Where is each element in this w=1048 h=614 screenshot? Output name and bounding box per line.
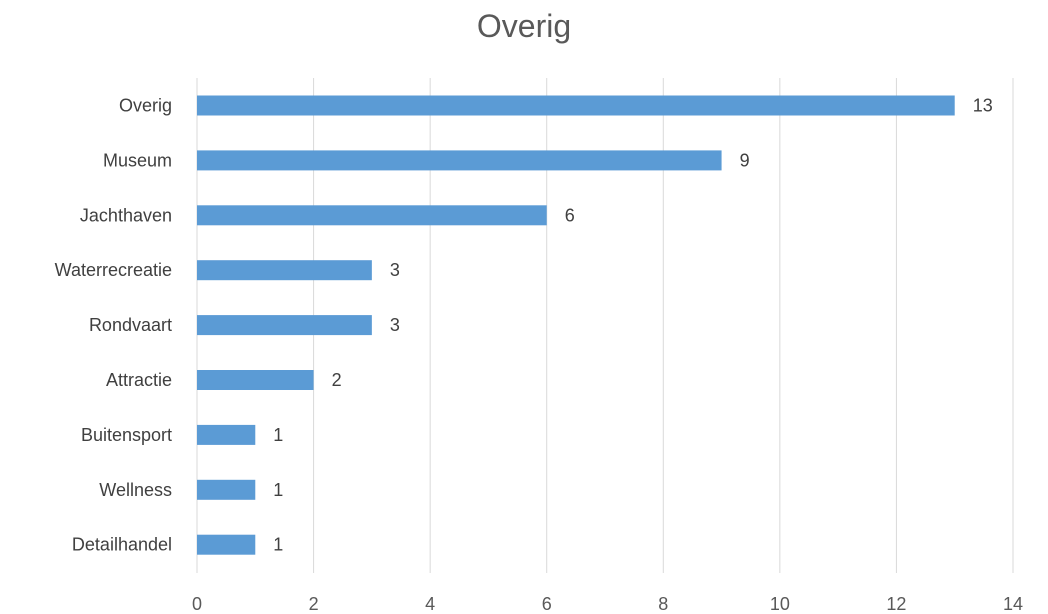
category-label-0: Overig [119, 96, 172, 116]
data-labels: 13 9 6 3 3 2 1 1 1 [273, 96, 992, 555]
x-tick-label-7: 14 [1003, 594, 1023, 614]
value-label-7: 1 [273, 480, 283, 500]
value-label-1: 9 [740, 150, 750, 170]
x-tick-label-3: 6 [542, 594, 552, 614]
x-tick-label-5: 10 [770, 594, 790, 614]
value-label-2: 6 [565, 205, 575, 225]
category-label-2: Jachthaven [80, 205, 172, 225]
x-axis-ticks: 0 2 4 6 8 10 12 14 [192, 594, 1023, 614]
category-label-3: Waterrecreatie [55, 260, 172, 280]
bars [197, 95, 955, 555]
value-label-8: 1 [273, 535, 283, 555]
value-label-4: 3 [390, 315, 400, 335]
category-label-1: Museum [103, 150, 172, 170]
bar-8 [197, 534, 256, 555]
value-label-0: 13 [973, 96, 993, 116]
value-label-6: 1 [273, 425, 283, 445]
bar-0 [197, 95, 955, 116]
value-label-5: 2 [332, 370, 342, 390]
x-tick-label-0: 0 [192, 594, 202, 614]
bar-5 [197, 370, 314, 390]
category-label-5: Attractie [106, 370, 172, 390]
category-label-7: Wellness [99, 480, 172, 500]
category-label-4: Rondvaart [89, 315, 172, 335]
chart-title: Overig [476, 8, 572, 44]
y-axis-labels: Overig Museum Jachthaven Waterrecreatie Rond… [55, 96, 172, 555]
bar-4 [197, 315, 372, 336]
bar-6 [197, 424, 256, 445]
bar-7 [197, 479, 256, 500]
bar-1 [197, 150, 722, 171]
bar-3 [197, 260, 372, 281]
x-tick-label-2: 4 [425, 594, 435, 614]
x-tick-label-6: 12 [886, 594, 906, 614]
x-tick-label-4: 8 [658, 594, 668, 614]
x-tick-label-1: 2 [309, 594, 319, 614]
value-label-3: 3 [390, 260, 400, 280]
category-label-8: Detailhandel [72, 535, 172, 555]
category-label-6: Buitensport [81, 425, 172, 445]
bar-2 [197, 205, 547, 226]
